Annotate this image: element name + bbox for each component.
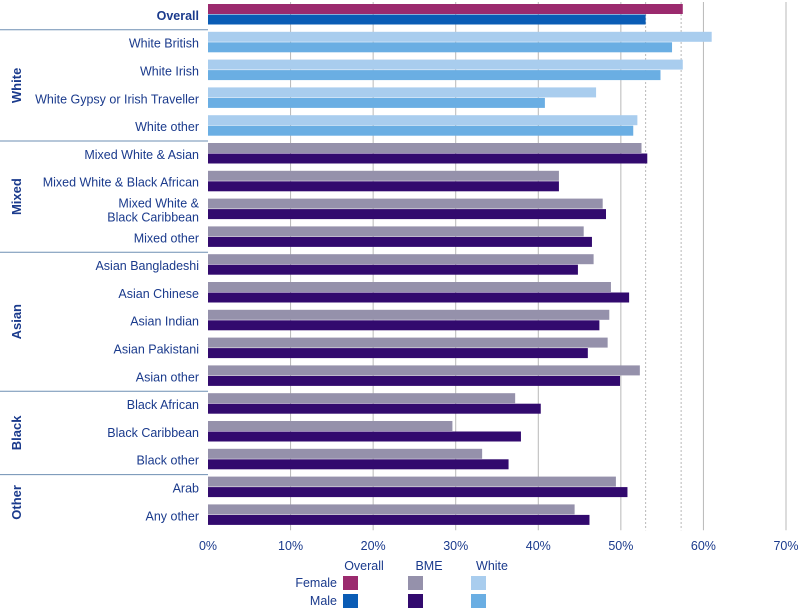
category-label: Overall [157,9,199,23]
bar-male [208,320,600,331]
legend-header: BME [415,559,442,573]
category-label: Asian Chinese [118,287,199,301]
bar-male [208,209,606,220]
bar-male [208,292,630,303]
legend-header: Overall [344,559,384,573]
bar-male [208,375,621,386]
group-label-other: Other [9,485,24,520]
bar-female [208,337,608,348]
group-label-black: Black [9,415,24,450]
category-label: Mixed White & Black African [43,176,199,190]
category-label: Asian Indian [130,315,199,329]
bar-male [208,181,559,192]
bar-female [208,504,575,515]
bar-female [208,309,610,320]
bar-male [208,125,634,136]
category-label: Asian Pakistani [114,343,199,357]
bar-female [208,170,559,181]
bar-male [208,459,509,470]
bar-female [208,421,453,431]
x-tick-label: 10% [278,539,303,553]
x-tick-label: 0% [199,539,217,553]
legend-swatch [471,594,486,608]
bar-female [208,282,611,292]
x-tick-label: 20% [361,539,386,553]
bar-female [208,198,603,209]
group-label-mixed: Mixed [9,178,24,215]
bars [208,4,712,525]
bar-male [208,42,673,53]
x-tick-label: 30% [443,539,468,553]
category-label: Black Caribbean [107,426,199,440]
legend-swatch [408,594,423,608]
group-label-white: White [9,68,24,103]
bar-male [208,348,588,359]
bar-female [208,87,597,98]
category-label: Black Caribbean [107,211,199,225]
group-labels: White Mixed Asian Black Other [9,68,24,520]
category-label: Mixed White & [118,197,199,211]
category-label: Arab [173,482,199,496]
bar-male [208,403,541,414]
category-label: Mixed White & Asian [84,148,199,162]
category-label: White British [129,37,199,51]
bar-female [208,476,616,487]
x-tick-label: 70% [773,539,798,553]
category-label: Black other [136,454,199,468]
category-labels: Overall White British White Irish White Gyp… [35,9,200,523]
bar-male [208,236,592,247]
legend-swatch [408,576,423,590]
bar-female [208,4,683,14]
bar-female [208,226,584,237]
bar-female [208,115,638,126]
bar-female [208,59,683,70]
x-tick-label: 60% [691,539,716,553]
legend-row-label: Female [295,576,337,590]
category-label: White Irish [140,65,199,79]
category-label: Asian other [136,370,199,384]
bar-female [208,365,640,376]
category-label: Asian Bangladeshi [95,259,199,273]
category-label: Any other [145,509,199,523]
legend-swatch [343,576,358,590]
bar-male [208,431,521,442]
category-label: Mixed other [134,231,199,245]
bar-female [208,448,483,459]
bar-male [208,264,578,275]
bar-female [208,254,594,265]
legend-row-label: Male [310,594,337,608]
category-label: Black African [127,398,199,412]
bar-female [208,393,516,404]
legend: Overall BME White Female Male [295,559,508,608]
bar-male [208,153,648,164]
category-label: White other [135,120,199,134]
bar-female [208,31,712,42]
legend-swatch [471,576,486,590]
bar-male [208,70,661,81]
bar-male [208,487,628,498]
category-label: White Gypsy or Irish Traveller [35,92,199,106]
legend-swatch [343,594,358,608]
bar-male [208,97,545,108]
x-tick-label: 50% [608,539,633,553]
group-label-asian: Asian [9,304,24,339]
legend-header: White [476,559,508,573]
group-separators [0,29,208,476]
bar-male [208,14,646,25]
x-axis-ticks: 0% 10% 20% 30% 40% 50% 60% 70% [199,539,799,553]
bar-male [208,514,590,525]
x-tick-label: 40% [526,539,551,553]
bar-female [208,143,642,153]
